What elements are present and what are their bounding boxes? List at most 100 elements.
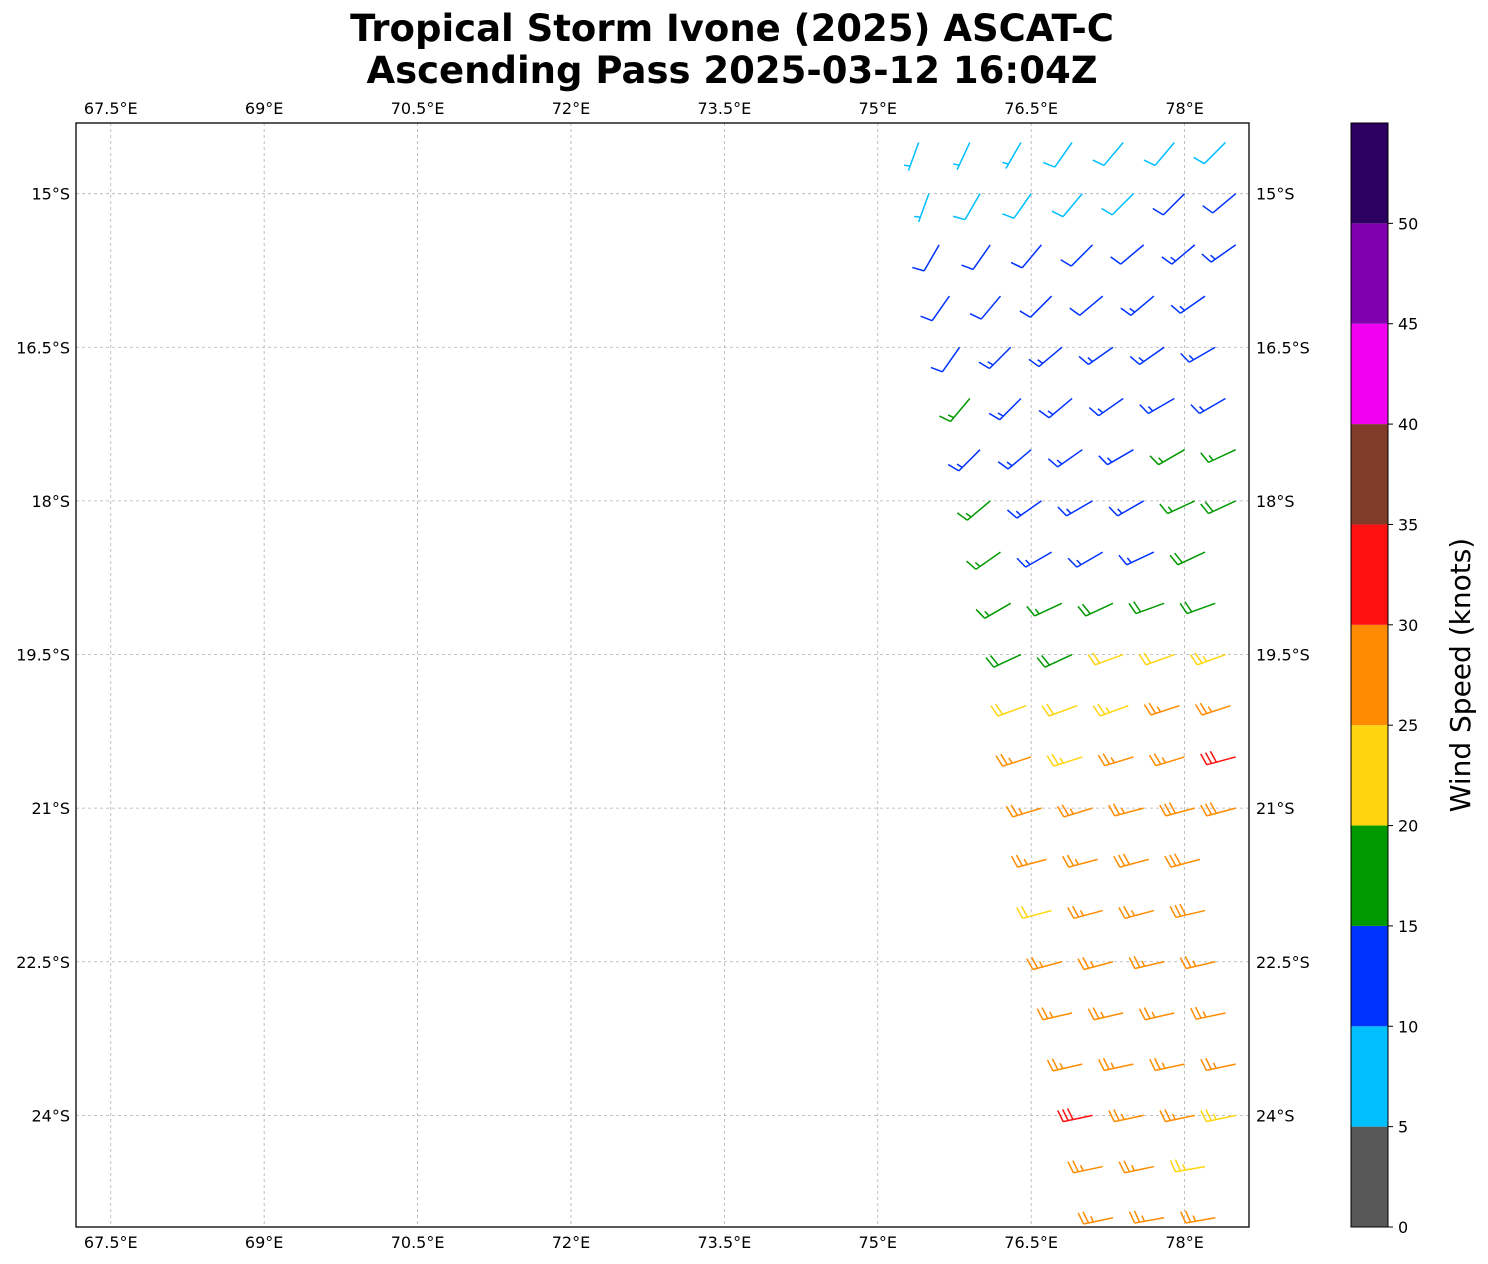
wind-barb [1028,346,1063,368]
wind-barb [1164,853,1201,868]
wind-barb [1118,551,1155,566]
wind-barb [990,703,1027,717]
wind-barb [1113,853,1149,868]
colorbar-tick-label: 5 [1398,1118,1408,1137]
x-tick-label: 78°E [1165,1233,1203,1252]
wind-barb [1200,449,1237,464]
wind-barb [1046,1058,1083,1072]
wind-barb [1159,500,1196,515]
y-tick-label: 18°S [31,492,70,511]
wind-barb [1077,957,1114,971]
wind-barb [1010,854,1047,868]
wind-barb [1128,601,1165,615]
wind-barb [1200,500,1237,515]
wind-barb [1169,551,1206,566]
colorbar: 0 5 10 15 20 25 30 35 40 45 50 Wind Speed (knots) [1350,122,1477,1237]
wind-barb [1088,397,1124,417]
wind-barb [997,449,1032,470]
wind-barb [985,653,1022,668]
wind-barb [912,244,940,272]
wind-barb [1005,804,1042,818]
wind-barb [1108,1109,1144,1123]
wind-barb [1097,753,1134,767]
colorbar-frame [1350,122,1389,1228]
y-tick-label: 18°S [1256,492,1295,511]
wind-barb [1087,1007,1124,1021]
colorbar-bin [1351,323,1388,425]
colorbar-tick-label: 30 [1398,616,1418,635]
wind-barb [1057,500,1093,517]
chart-title: Tropical Storm Ivone (2025) ASCAT-C [350,7,1114,50]
map-frame [75,122,1250,1228]
wind-barb [1159,1109,1195,1123]
wind-barb [1067,551,1104,568]
wind-barb [1002,142,1022,169]
wind-barb [1118,905,1155,920]
wind-barb [1038,397,1073,419]
wind-barb [961,244,991,271]
y-tick-label: 24°S [31,1106,70,1125]
x-tick-label: 73.5°E [698,99,752,118]
wind-barb [1036,1007,1073,1021]
wind-barb [1060,244,1094,267]
wind-barb [1169,1159,1206,1173]
wind-barb [930,346,961,373]
colorbar-label: Wind Speed (knots) [1444,538,1477,812]
wind-barb [1190,397,1226,415]
colorbar-tick-label: 45 [1398,315,1418,334]
wind-barb [1041,703,1078,717]
wind-barb [1202,193,1237,214]
wind-barb [1092,703,1129,717]
wind-barb [1069,295,1104,316]
colorbar-bin [1351,123,1388,224]
barb-layer [903,141,1237,1225]
colorbar-tick-label: 0 [1398,1218,1408,1237]
colorbar-bin [1351,825,1388,926]
y-tick-label: 16.5°S [1256,338,1310,357]
y-tick-label: 22.5°S [16,953,70,972]
wind-barb [1159,802,1195,817]
wind-barb [914,193,930,223]
colorbar-tick-label: 10 [1398,1017,1418,1036]
colorbar-tick-label: 25 [1398,716,1418,735]
wind-barb [1108,803,1144,817]
wind-barb [995,753,1032,767]
colorbar-bin [1351,1026,1388,1127]
y-tick-label: 15°S [1256,185,1295,204]
wind-barb [1200,1109,1236,1123]
wind-barb [1046,753,1083,767]
x-tick-label: 67.5°E [84,99,138,118]
colorbar-tick-label: 40 [1398,415,1418,434]
wind-barb [1179,956,1216,970]
wind-barb [1194,702,1231,716]
wind-barb [1077,1211,1114,1225]
wind-barb [1078,346,1114,366]
wind-barb [1120,295,1155,316]
wind-barb [1006,500,1042,519]
wind-barb [1138,652,1175,666]
x-tick-label: 70.5°E [391,99,445,118]
x-tick-label: 76.5°E [1004,99,1058,118]
wind-barb [969,295,1002,320]
wind-barb [978,346,1012,370]
wind-barb [1110,244,1145,265]
wind-barb [966,551,1001,570]
y-tick-label: 19.5°S [16,646,70,665]
wind-barb [1019,295,1053,318]
wind-barb [1002,193,1032,219]
wind-barb [1026,602,1063,617]
wind-barb [947,449,981,472]
wind-barb [1043,142,1073,168]
x-tick-label: 73.5°E [698,1233,752,1252]
y-tick-label: 15°S [31,185,70,204]
colorbar-tick-label: 20 [1398,817,1418,836]
colorbar-bin [1351,223,1388,324]
wind-barb [1118,1160,1155,1174]
colorbar-bin [1351,424,1388,525]
wind-barb [1200,802,1236,817]
wind-barb [1180,346,1216,363]
wind-barb [1010,244,1042,269]
wind-barb [1056,804,1093,818]
wind-barb [1200,750,1236,766]
